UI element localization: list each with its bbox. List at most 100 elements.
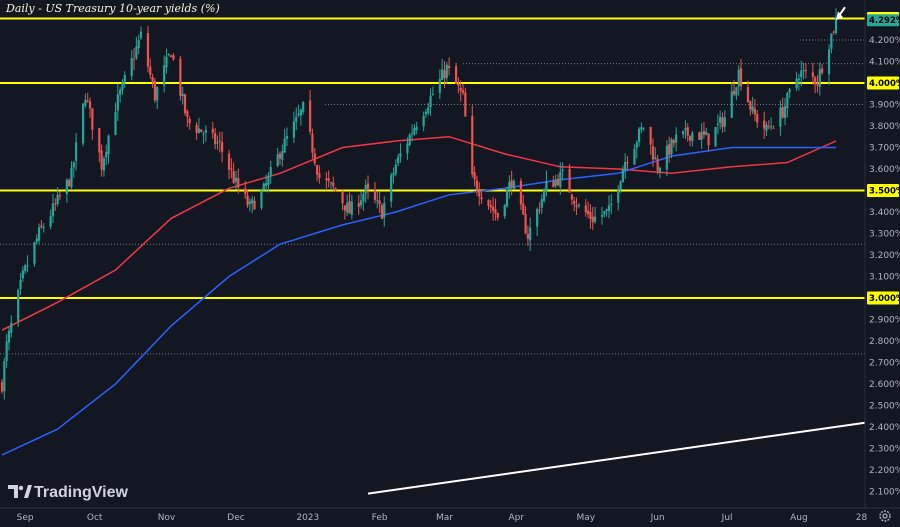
candle-body [40, 225, 43, 228]
candle-body [522, 203, 525, 215]
candle-body [737, 69, 740, 87]
x-tick-label: Oct [87, 513, 103, 523]
candle-body [811, 72, 814, 77]
candle-down [522, 195, 525, 215]
candle-body [114, 112, 117, 135]
candle-body [779, 107, 782, 127]
candle-down [188, 116, 191, 130]
candle-body [348, 201, 351, 214]
chart-title: Daily - US Treasury 10-year yields (%) [5, 2, 220, 15]
candle-body [17, 289, 20, 322]
candle-down [246, 189, 249, 208]
candle-body [473, 172, 476, 180]
candle-body [281, 151, 284, 160]
candle-down [739, 58, 743, 91]
candle-body [832, 31, 835, 33]
candle-body [489, 205, 492, 208]
candle-body [380, 205, 384, 219]
x-tick-label: Mar [436, 513, 453, 523]
candle-body [716, 123, 719, 126]
candle-body [654, 157, 657, 160]
candle-up [691, 130, 694, 147]
candle-down [220, 131, 224, 163]
x-tick-label: Apr [509, 513, 525, 523]
candle-up [605, 208, 608, 217]
candle-up [156, 86, 159, 109]
candle-down [357, 194, 360, 215]
candle-up [295, 107, 298, 131]
candle-up [5, 334, 8, 368]
candle-up [561, 162, 564, 181]
candle-body [84, 100, 87, 106]
candle-body [767, 126, 770, 128]
candle-up [424, 108, 428, 118]
candle-body [610, 203, 613, 205]
candle-up [281, 144, 284, 167]
candle-up [788, 87, 791, 98]
y-tick-label: 3.700% [869, 144, 900, 154]
candle-body [359, 200, 363, 206]
candle-body [399, 153, 402, 157]
candle-up [406, 137, 409, 160]
candle-up [49, 209, 52, 230]
candle-up [637, 127, 641, 147]
candle-body [211, 128, 214, 133]
candle-up [105, 144, 108, 166]
candle-up [297, 104, 300, 118]
candle-up [670, 137, 673, 159]
candle-body [197, 128, 201, 133]
candle-up [730, 82, 733, 119]
candle-body [658, 167, 662, 173]
settings-gear-icon[interactable] [879, 510, 891, 522]
candle-down [591, 206, 594, 231]
candle-down [478, 182, 481, 206]
y-tick-label: 2.100% [869, 488, 900, 498]
y-tick-tag [867, 76, 899, 90]
candle-body [3, 361, 6, 392]
candle-body [334, 188, 337, 191]
candle-down [573, 196, 576, 212]
candle-body [415, 126, 418, 131]
candle-body [227, 153, 231, 170]
candle-body [556, 178, 560, 186]
candle-body [413, 128, 416, 135]
candle-body [214, 133, 217, 144]
candle-body [670, 139, 673, 155]
candle-body [21, 270, 24, 279]
candle-up [723, 110, 726, 132]
candle-body [151, 76, 154, 83]
candle-body [188, 118, 191, 124]
candle-up [800, 60, 803, 87]
candle-body [172, 55, 175, 60]
candle-up [181, 86, 184, 105]
candle-down [348, 192, 351, 214]
candle-body [487, 200, 490, 206]
x-tick-label: Jul [721, 513, 733, 523]
candle-up [682, 130, 685, 139]
candle-down [183, 93, 187, 116]
candle-down [656, 154, 659, 175]
x-axis: Sep Oct Nov Dec 2023 Feb Mar Apr May Jun Jul Aug 28 [0, 507, 900, 523]
candle-up [503, 203, 506, 219]
x-tick-label: Jun [650, 513, 665, 523]
candle-down [473, 166, 476, 187]
candle-down [568, 163, 571, 193]
candle-body [691, 132, 694, 142]
candle-up [415, 121, 418, 135]
candle-up [540, 194, 543, 214]
candle-down [471, 105, 474, 178]
tradingview-logo: TradingView [8, 484, 129, 501]
candle-up [684, 120, 687, 140]
candle-up [267, 172, 270, 193]
candle-down [464, 87, 467, 117]
candle-body [246, 195, 249, 206]
candle-up [508, 175, 511, 199]
candle-body [183, 94, 187, 114]
candle-body [75, 142, 78, 161]
candle-body [698, 132, 701, 140]
candle-body [292, 121, 295, 138]
candle-body [739, 68, 743, 87]
candle-body [5, 341, 8, 362]
candle-body [797, 78, 801, 81]
candle-down [480, 190, 483, 204]
